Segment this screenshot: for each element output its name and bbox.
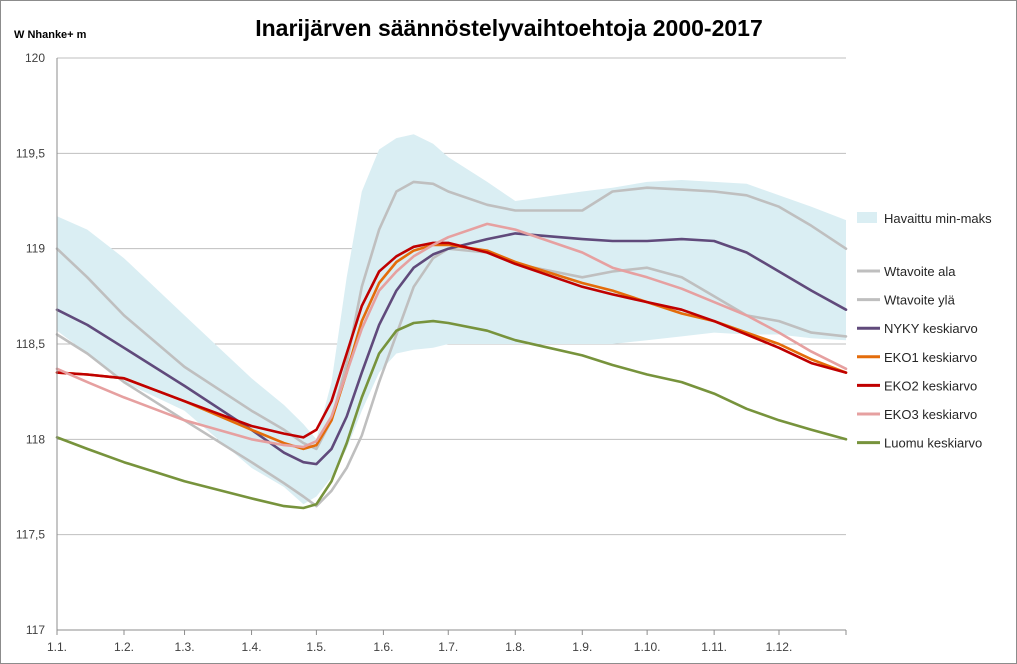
band-min-max xyxy=(57,134,846,505)
series-line-1 xyxy=(55,247,848,508)
legend-label-5: EKO2 keskiarvo xyxy=(884,378,977,393)
legend: Havaittu min-maks Wtavoite ala Wtavoite yl… xyxy=(857,211,992,451)
y-tick-label: 120 xyxy=(25,51,45,65)
x-tick-label: 1.12. xyxy=(766,640,793,654)
y-tick-label: 119 xyxy=(26,242,45,256)
x-tick-label: 1.9. xyxy=(572,640,592,654)
axes xyxy=(56,58,847,635)
series-line-3 xyxy=(55,232,848,466)
x-tick-label: 1.5. xyxy=(306,640,326,654)
legend-swatch-band xyxy=(857,212,877,223)
y-tick-labels: 117 117,5 118 118,5 119 119,5 120 xyxy=(16,51,45,637)
legend-label-3: NYKY keskiarvo xyxy=(884,321,978,336)
x-tick-label: 1.1. xyxy=(47,640,67,654)
x-tick-label: 1.7. xyxy=(438,640,458,654)
legend-label-7: Luomu keskiarvo xyxy=(884,436,982,451)
legend-label-6: EKO3 keskiarvo xyxy=(884,407,977,422)
series-line-5 xyxy=(55,241,848,439)
series-line-2 xyxy=(55,180,848,451)
legend-label-2: Wtavoite ylä xyxy=(884,293,956,308)
y-tick-label: 117 xyxy=(26,623,45,637)
series-layer xyxy=(55,180,848,510)
series-line-6 xyxy=(55,222,848,449)
x-tick-label: 1.4. xyxy=(242,640,262,654)
band-layer xyxy=(57,134,846,505)
legend-label-4: EKO1 keskiarvo xyxy=(884,350,977,365)
y-tick-label: 118,5 xyxy=(16,337,45,351)
x-tick-label: 1.3. xyxy=(175,640,195,654)
legend-label-band: Havaittu min-maks xyxy=(884,211,992,226)
series-line-7 xyxy=(55,319,848,510)
x-tick-label: 1.6. xyxy=(373,640,393,654)
x-tick-label: 1.10. xyxy=(634,640,661,654)
x-tick-label: 1.8. xyxy=(505,640,525,654)
chart-title: Inarijärven säännöstelyvaihtoehtoja 2000… xyxy=(255,15,763,41)
x-tick-label: 1.11. xyxy=(701,640,727,654)
y-tick-label: 119,5 xyxy=(16,146,45,160)
x-tick-label: 1.2. xyxy=(114,640,134,654)
y-tick-label: 118 xyxy=(26,432,45,446)
x-tick-labels: 1.1. 1.2. 1.3. 1.4. 1.5. 1.6. 1.7. 1.8. 1.9. 1.10… xyxy=(47,640,792,654)
y-tick-label: 117,5 xyxy=(16,528,45,542)
y-axis-label: W Nhanke+ m xyxy=(14,29,87,41)
legend-label-1: Wtavoite ala xyxy=(884,264,956,279)
